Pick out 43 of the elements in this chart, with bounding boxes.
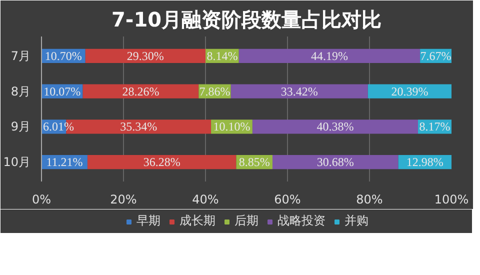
y-tick-label: 8月 [10,84,31,98]
bar [87,154,236,170]
legend-label: 成长期 [180,212,216,230]
legend-label: 战略投资 [278,212,326,230]
data-label: 35.34% [120,120,158,134]
data-label: 8.85% [238,155,270,170]
data-label: 10.10% [213,120,250,134]
legend-label: 并购 [344,212,368,230]
data-label: 7.86% [199,84,230,98]
x-tick-label: 20% [110,192,137,206]
bar [252,120,418,134]
data-label: 8.14% [206,48,238,63]
y-tick-label: 9月 [10,120,31,134]
data-label: 8.17% [419,120,450,134]
data-label: 30.68% [316,155,354,170]
chart-title: 7-10月融资阶段数量占比对比 [111,8,382,32]
data-label: 29.30% [126,48,164,63]
x-tick-label: 40% [192,192,219,206]
data-label: 28.26% [122,84,160,98]
bar [230,84,368,98]
data-label: 7.67% [420,48,452,63]
y-tick-label: 10月 [3,155,31,170]
legend-label: 早期 [136,212,160,230]
data-label: 12.98% [406,155,444,170]
bar [272,154,398,170]
data-label: 36.28% [143,155,180,170]
data-label: 20.39% [391,84,428,98]
x-tick-label: 60% [274,192,301,206]
data-label: 10.70% [44,48,82,63]
x-tick-label: 80% [356,192,383,206]
x-tick-label: 0% [32,192,52,206]
data-label: 40.38% [316,120,354,134]
bar [238,48,420,64]
legend-label: 后期 [234,212,258,230]
bar [368,84,452,98]
bar [82,84,199,98]
bar [85,48,206,64]
y-tick-label: 7月 [10,48,31,63]
data-label: 44.19% [310,48,348,63]
data-label: 33.42% [280,84,318,98]
data-label: 10.07% [44,84,81,98]
data-label: 11.21% [46,155,83,170]
x-tick-label: 100% [434,192,469,206]
